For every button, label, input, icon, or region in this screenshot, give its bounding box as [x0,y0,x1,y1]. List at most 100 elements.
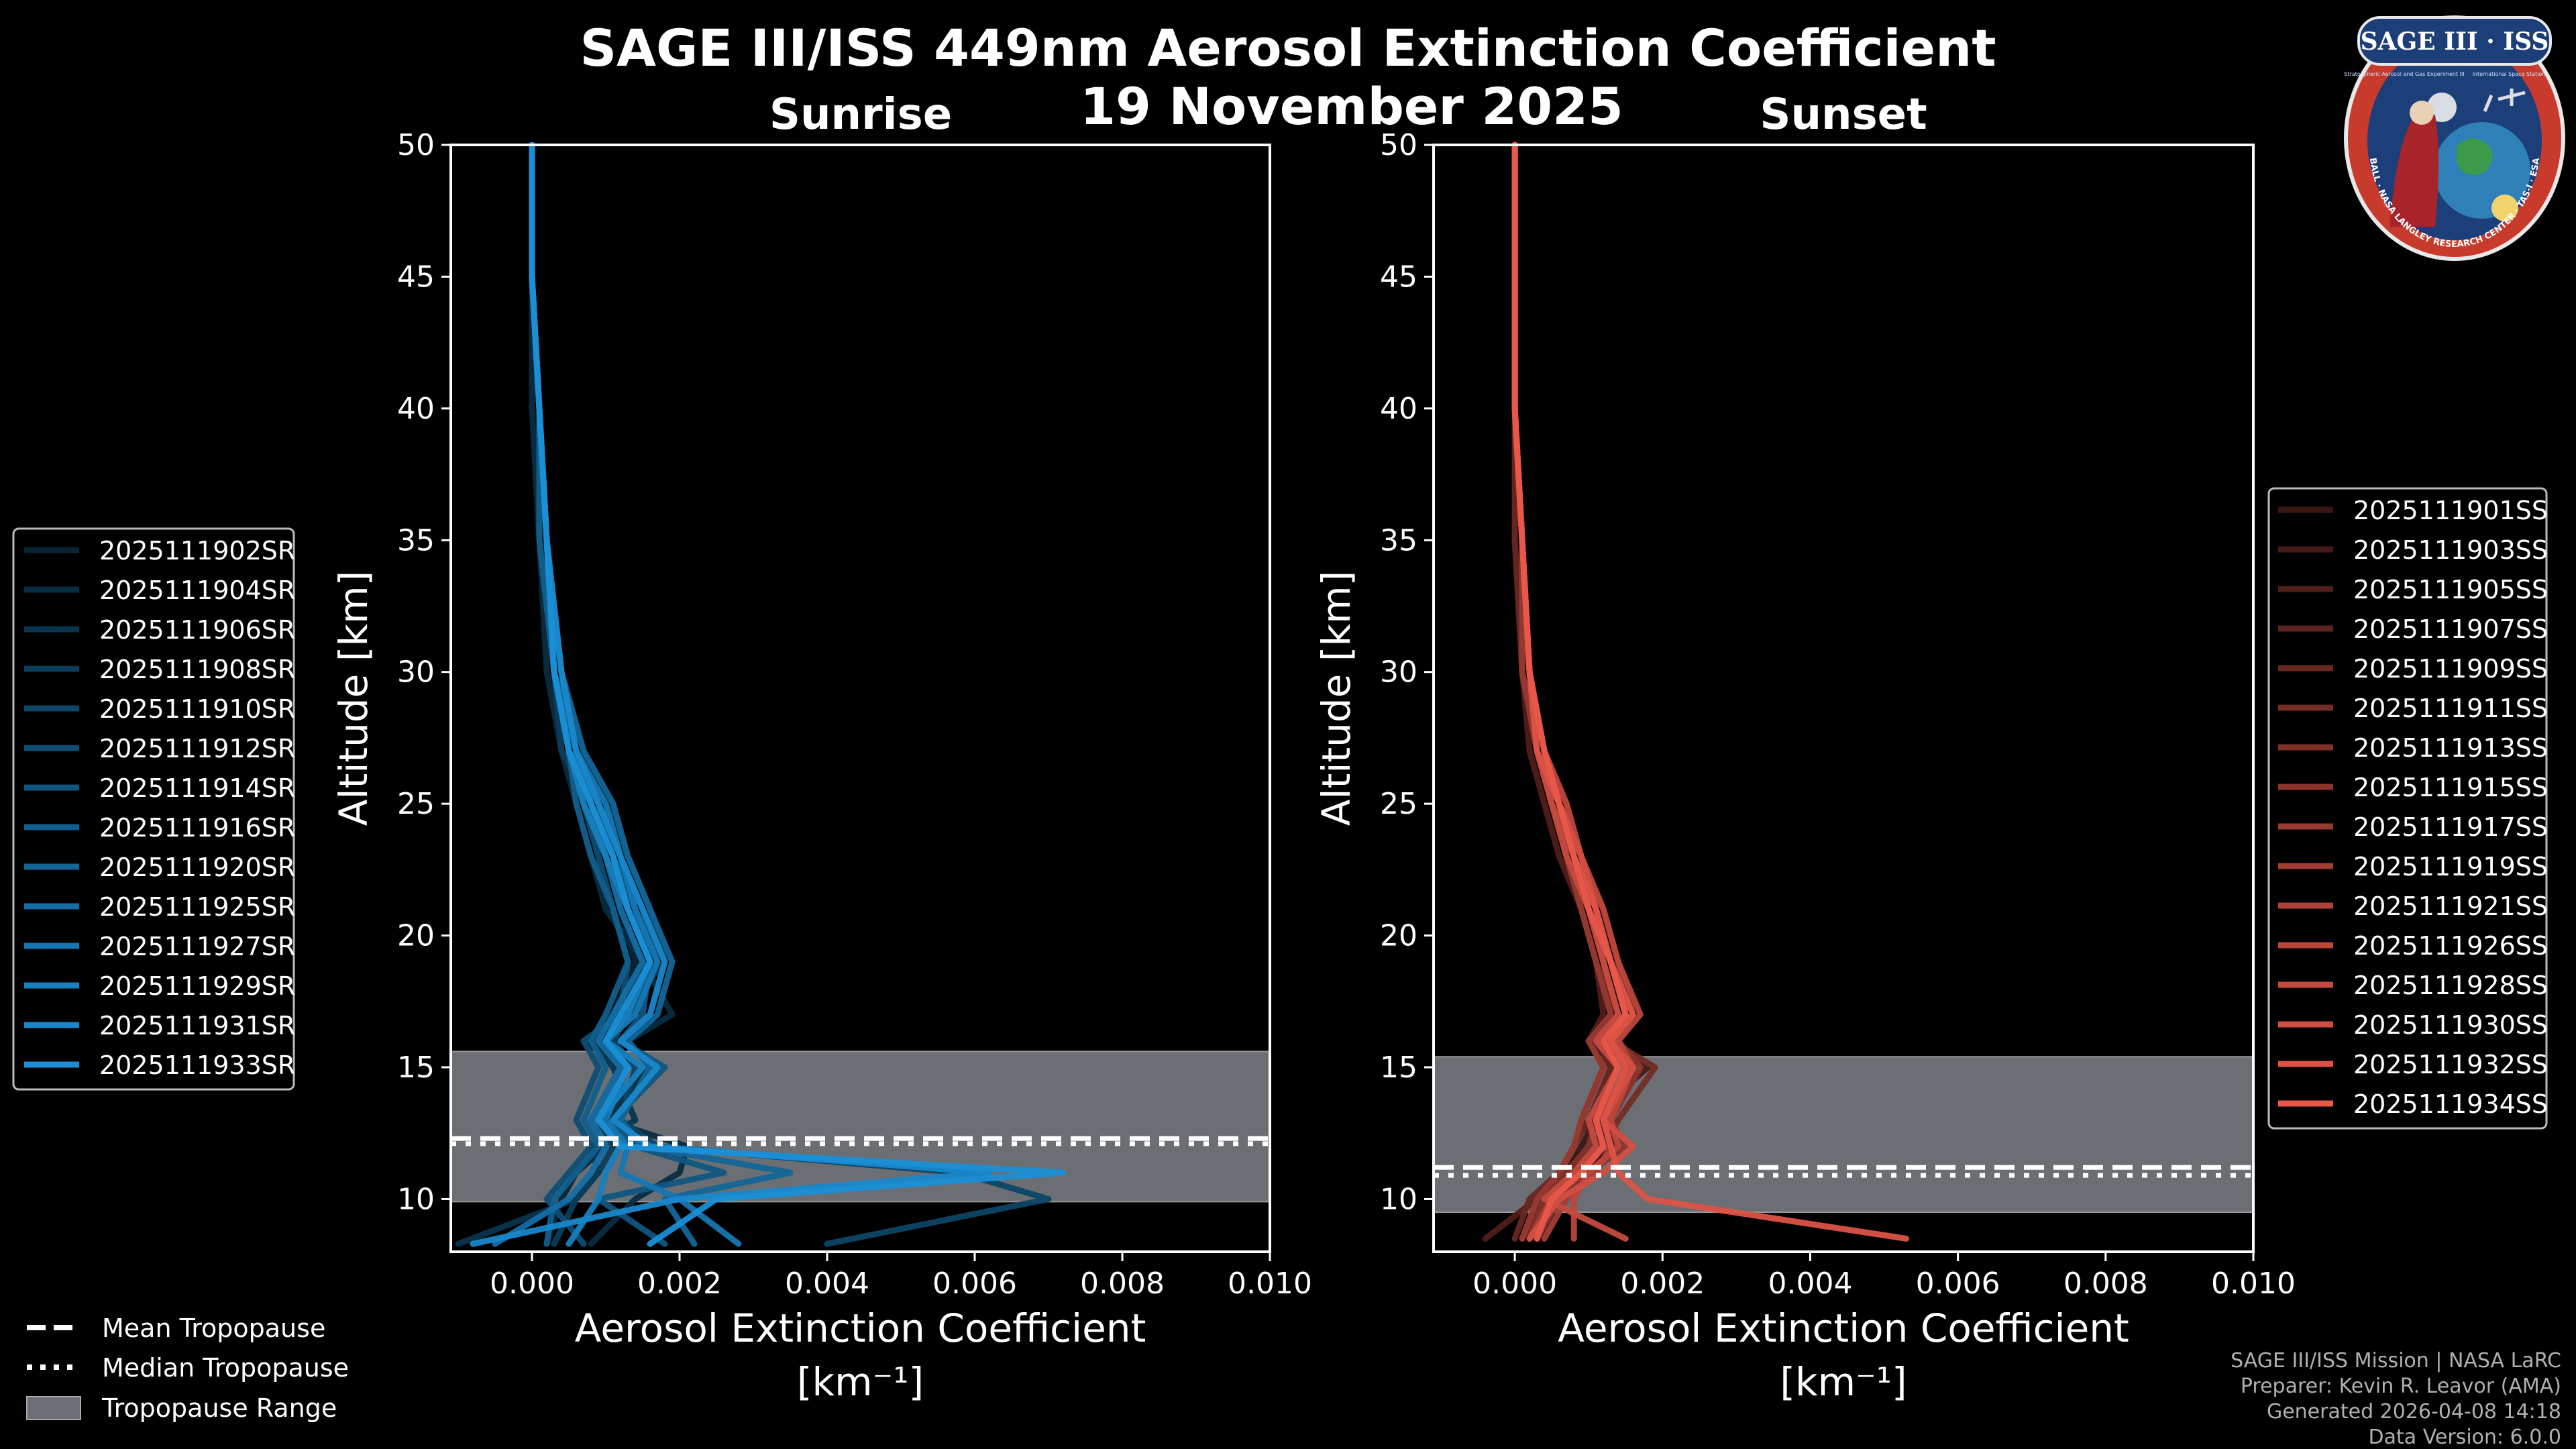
legend-label: 2025111914SR [99,773,295,803]
profile-2025111934SS [1511,142,1629,1242]
logo-sub-left: Stratospheric Aerosol and Gas Experiment… [2344,71,2464,77]
sunset-legend: 2025111901SS 2025111903SS 2025111905SS 2025… [2267,487,2548,1130]
legend-label: 2025111925SR [99,892,295,922]
plot-frame [1432,144,2255,1253]
mean-tropopause-label: Mean Tropopause [102,1313,325,1343]
y-tick-label: 35 [397,523,435,557]
sunset-legend-frame [2267,487,2548,1130]
logo-figure-icon [2390,111,2438,227]
logo-banner [2357,16,2552,66]
legend-label: 2025111908SR [99,655,295,684]
credit-line-preparer: Preparer: Kevin R. Leavor (AMA) [2241,1375,2561,1398]
credits: SAGE III/ISS Mission | NASA LaRC Prepare… [2231,1349,2561,1449]
y-tick-label: 10 [1380,1182,1417,1216]
x-tick-label: 0.006 [1916,1267,2000,1301]
x-axis-label: Aerosol Extinction Coefficient [1558,1305,2129,1351]
legend-label: 2025111911SS [2353,694,2548,723]
legend-label: 2025111902SR [99,536,295,566]
legend-label: 2025111910SR [99,694,295,724]
panel-sunrise: 0.000 0.002 0.004 0.006 0.008 0.010 10 15 20 25 30… [331,90,1312,1405]
y-tick-label: 50 [397,128,435,162]
y-tick-label: 15 [1380,1051,1417,1085]
legend-label: 2025111932SS [2353,1050,2548,1079]
legend-label: 2025111930SS [2353,1010,2548,1040]
logo-moon-icon [2427,93,2457,122]
legend-label: 2025111906SR [99,615,295,645]
tropopause-range-swatch [26,1396,81,1420]
x-tick-label: 0.006 [932,1267,1017,1301]
sunrise-legend-frame [12,527,295,1091]
x-axis-label: Aerosol Extinction Coefficient [575,1305,1146,1351]
x-tick-label: 0.000 [1472,1267,1557,1301]
chart-date: 19 November 2025 [1080,76,1623,136]
y-tick-label: 40 [1380,392,1417,426]
y-tick-label: 15 [397,1051,435,1085]
panel-title: Sunrise [769,90,952,140]
x-axis-units: [km⁻¹] [1780,1359,1907,1405]
legend-label: 2025111901SS [2353,496,2548,525]
median-tropopause-label: Median Tropopause [102,1353,349,1383]
legend-label: 2025111905SS [2353,575,2548,604]
plot-frame [449,144,1271,1253]
credit-line-version: Data Version: 6.0.0 [2369,1426,2561,1449]
legend-label: 2025111913SS [2353,733,2548,763]
logo-station-icon [2483,89,2526,112]
y-tick-label: 25 [397,787,435,821]
legend-label: 2025111912SR [99,734,295,763]
legend-label: 2025111921SS [2353,892,2548,921]
legend-label: 2025111929SR [99,971,295,1001]
logo-sun-icon [2491,195,2518,221]
x-tick-label: 0.002 [1620,1267,1705,1301]
tropopause-legend: Mean Tropopause Median Tropopause Tropop… [26,1313,349,1423]
legend-label: 2025111933SR [99,1051,295,1080]
y-tick-label: 25 [1380,787,1417,821]
logo-name: SAGE III · ISS [2361,28,2549,56]
x-tick-label: 0.000 [490,1267,574,1301]
y-tick-label: 20 [1380,919,1417,953]
y-axis-label: Altitude [km] [331,571,376,826]
y-tick-label: 40 [397,392,435,426]
legend-label: 2025111915SS [2353,773,2548,802]
y-tick-label: 45 [1380,260,1417,294]
sage-mission-logo: SAGE III · ISS Stratospheric Aerosol and… [2344,15,2565,261]
credit-line-generated: Generated 2026-04-08 14:18 [2267,1400,2561,1424]
legend-label: 2025111920SR [99,853,295,882]
legend-label: 2025111904SR [99,576,295,605]
legend-label: 2025111919SS [2353,852,2548,881]
legend-label: 2025111916SR [99,813,295,843]
logo-figure-head-icon [2410,101,2434,125]
legend-label: 2025111927SR [99,932,295,961]
x-tick-label: 0.010 [1228,1267,1312,1301]
tropopause-range-label: Tropopause Range [101,1393,337,1423]
x-tick-label: 0.004 [1768,1267,1852,1301]
credit-line-mission: SAGE III/ISS Mission | NASA LaRC [2231,1349,2561,1373]
legend-label: 2025111934SS [2353,1089,2548,1119]
y-tick-label: 30 [1380,655,1417,690]
legend-label: 2025111931SR [99,1011,295,1040]
y-tick-label: 30 [397,655,435,690]
y-tick-label: 35 [1380,523,1417,557]
legend-label: 2025111903SS [2353,535,2548,565]
legend-label: 2025111909SS [2353,654,2548,684]
y-tick-label: 10 [397,1182,435,1216]
panel-title: Sunset [1760,90,1927,140]
x-axis-units: [km⁻¹] [797,1359,924,1405]
sunrise-legend: 2025111902SR 2025111904SR 2025111906SR 2025… [12,527,295,1091]
legend-label: 2025111907SS [2353,614,2548,644]
logo-sub-right: International Space Station [2473,71,2546,77]
y-tick-label: 45 [397,260,435,294]
x-tick-label: 0.008 [2063,1267,2148,1301]
legend-label: 2025111926SS [2353,931,2548,961]
y-tick-label: 20 [397,919,435,953]
legend-label: 2025111917SS [2353,812,2548,842]
x-tick-label: 0.002 [637,1267,722,1301]
x-tick-label: 0.004 [785,1267,869,1301]
x-tick-label: 0.008 [1080,1267,1165,1301]
y-axis-label: Altitude [km] [1313,571,1359,826]
profile-2025111916SR [529,142,631,1247]
profile-2025111933SR [529,142,1067,1247]
legend-label: 2025111928SS [2353,971,2548,1000]
x-tick-label: 0.010 [2211,1267,2296,1301]
logo-continent-icon [2457,138,2493,175]
